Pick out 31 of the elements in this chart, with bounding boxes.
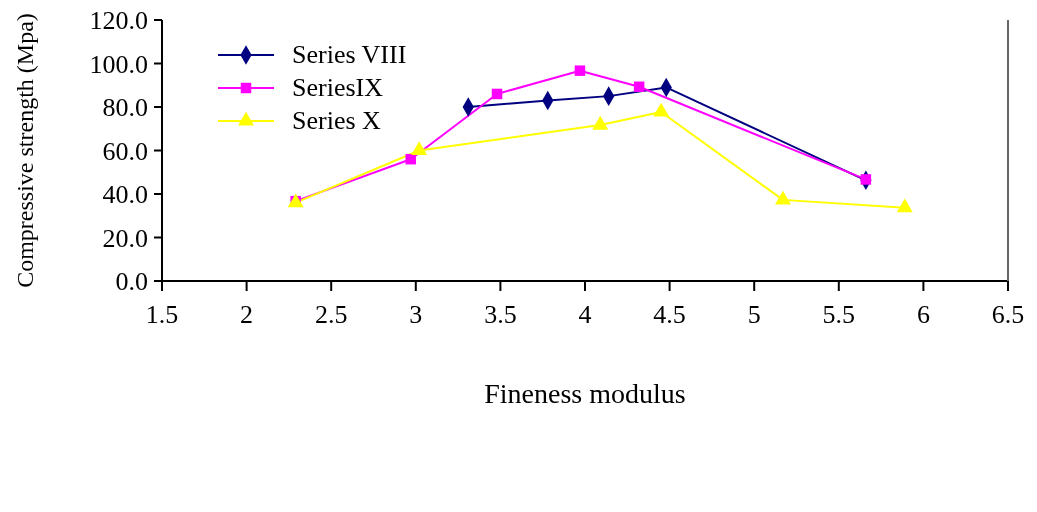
- x-tick-label: 3: [409, 300, 423, 330]
- point: [896, 198, 913, 213]
- x-tick-label: 4.5: [653, 300, 686, 330]
- point: [774, 190, 791, 205]
- x-axis-title: Fineness modulus: [484, 378, 686, 409]
- y-tick-label: 40.0: [102, 180, 148, 210]
- y-tick-label: 0.0: [115, 267, 148, 297]
- y-tick-label: 60.0: [102, 136, 148, 166]
- y-tick-label: 120.0: [89, 6, 148, 36]
- x-tick-label: 1.5: [145, 300, 179, 330]
- x-tick-label: 5.5: [822, 300, 856, 330]
- x-tick-label: 4: [578, 300, 592, 330]
- y-tick-label: 80.0: [102, 93, 148, 123]
- x-tick-label: 6.5: [991, 300, 1025, 330]
- x-tick-label: 5: [747, 300, 761, 330]
- y-tick-label: 100.0: [89, 49, 148, 79]
- x-tick-label: 3.5: [484, 300, 517, 330]
- legend-label: SeriesIX: [292, 72, 383, 103]
- x-tick-label: 6: [916, 300, 930, 330]
- point: [491, 88, 503, 100]
- point: [633, 81, 645, 93]
- y-axis-title: Compressive strength (Mpa): [11, 13, 38, 288]
- point: [860, 174, 872, 185]
- x-tick-label: 2.5: [314, 300, 348, 330]
- legend-label: Series VIII: [292, 39, 407, 70]
- legend-label: Series X: [292, 105, 381, 136]
- point: [405, 153, 416, 165]
- x-tick-label: 2: [240, 300, 254, 330]
- y-tick-label: 20.0: [102, 223, 148, 253]
- point: [574, 65, 586, 76]
- point: [411, 141, 428, 156]
